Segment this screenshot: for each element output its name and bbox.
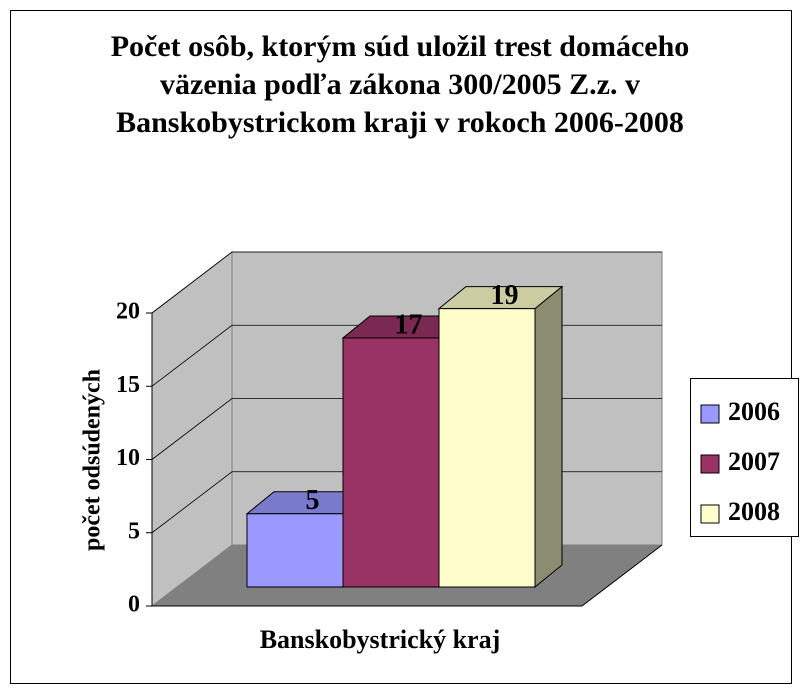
legend-label: 2008 bbox=[728, 497, 780, 526]
data-label: 19 bbox=[491, 280, 519, 311]
data-label: 17 bbox=[395, 309, 423, 340]
bar bbox=[438, 308, 536, 588]
legend-label: 2006 bbox=[728, 397, 780, 426]
chart-title: Počet osôb, ktorým súd uložil trest domá… bbox=[110, 30, 690, 139]
bar-side bbox=[534, 285, 563, 589]
data-label: 5 bbox=[306, 485, 320, 516]
y-tick-label: 20 bbox=[116, 299, 140, 325]
y-tick-label: 5 bbox=[128, 518, 140, 544]
floor-edge bbox=[152, 544, 663, 607]
bar bbox=[342, 337, 440, 588]
legend-swatch bbox=[700, 454, 720, 474]
legend-swatch bbox=[700, 404, 720, 424]
grid-line bbox=[151, 251, 662, 314]
legend-swatch bbox=[700, 504, 720, 524]
y-axis-title: počet odsúdených bbox=[80, 369, 106, 551]
y-tick-label: 10 bbox=[116, 445, 140, 471]
y-tick-label: 15 bbox=[116, 372, 140, 398]
y-tick-label: 0 bbox=[128, 592, 140, 618]
legend-label: 2007 bbox=[728, 447, 780, 476]
bar bbox=[246, 513, 344, 588]
x-tick-label: Banskobystrický kraj bbox=[260, 625, 501, 654]
